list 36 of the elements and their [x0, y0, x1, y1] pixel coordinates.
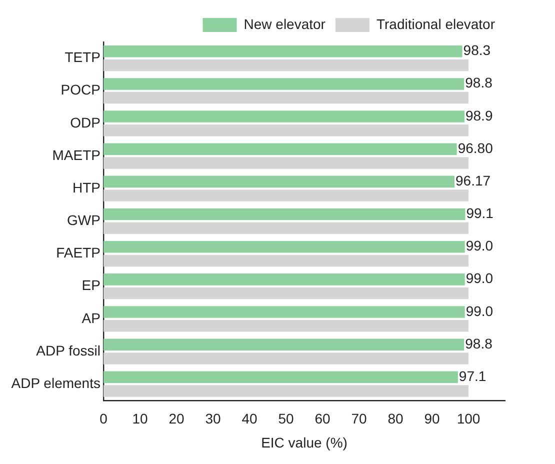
x-tick-label: 100 — [456, 410, 480, 427]
data-label: 96.80 — [458, 140, 494, 156]
x-tick-label: 90 — [424, 410, 440, 427]
x-tick-label: 50 — [278, 410, 294, 427]
y-tick-label: AP — [82, 310, 100, 326]
x-tick-label: 80 — [388, 410, 404, 427]
y-tick-label: MAETP — [52, 146, 100, 163]
x-tick-label: 10 — [132, 410, 148, 427]
y-tick-label: POCP — [60, 82, 100, 98]
y-tick-label: EP — [82, 277, 100, 294]
y-tick-label: ADP fossil — [36, 342, 100, 358]
x-tick-label: 0 — [100, 410, 108, 427]
y-tick-label: TETP — [64, 49, 100, 66]
x-tick-label: 70 — [351, 410, 367, 427]
y-tick-label: ODP — [70, 114, 100, 130]
legend-label: New elevator — [244, 16, 326, 32]
data-label: 98.9 — [465, 107, 493, 124]
data-label: 99.1 — [466, 205, 494, 222]
data-label: 97.1 — [458, 368, 486, 384]
data-label: 99.0 — [466, 270, 494, 286]
legend-label: Traditional elevator — [376, 16, 496, 32]
data-label: 99.0 — [466, 302, 494, 319]
y-tick-label: GWP — [67, 212, 100, 228]
x-tick-label: 30 — [205, 410, 221, 427]
data-label: 98.8 — [465, 335, 493, 352]
x-axis-title: EIC value (%) — [261, 434, 348, 450]
data-label: 99.0 — [466, 238, 494, 254]
y-tick-label: HTP — [72, 179, 100, 196]
x-tick-label: 60 — [314, 410, 330, 427]
x-tick-label: 20 — [168, 410, 184, 427]
data-label: 98.8 — [465, 74, 493, 91]
data-label: 98.3 — [463, 42, 491, 58]
y-tick-label: FAETP — [56, 244, 100, 261]
x-tick-label: 40 — [242, 410, 258, 427]
data-label: 96.17 — [456, 172, 491, 188]
y-tick-label: ADP elements — [11, 374, 100, 391]
